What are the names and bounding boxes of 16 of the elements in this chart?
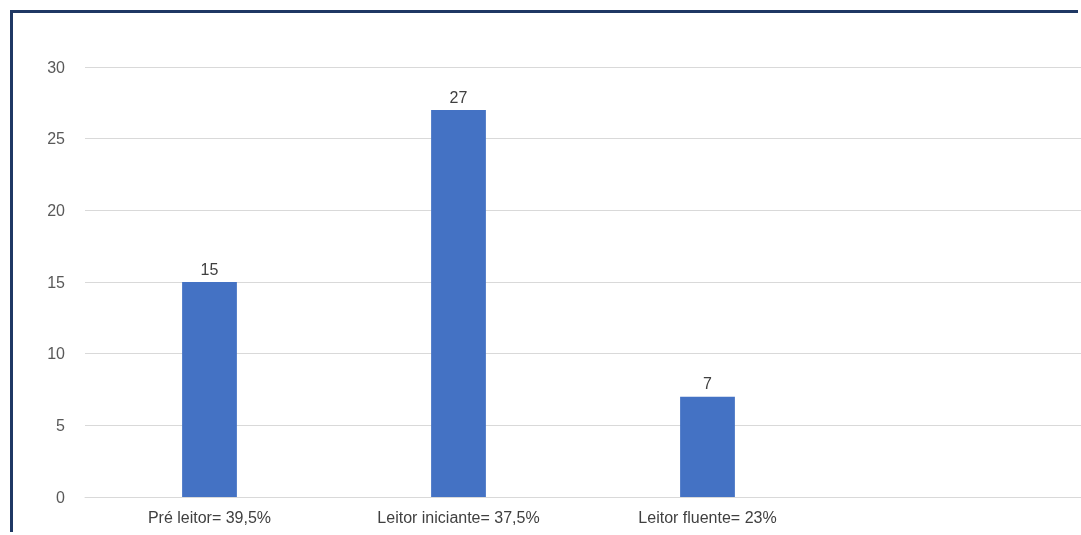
y-tick-label: 0: [56, 488, 66, 506]
data-label: 15: [200, 260, 219, 278]
y-tick-label: 20: [47, 201, 66, 219]
y-tick-label: 5: [56, 416, 66, 434]
bar: [182, 282, 237, 497]
bar: [680, 396, 735, 497]
x-tick-label: Leitor fluente= 23%: [638, 508, 777, 526]
y-tick-label: 15: [47, 273, 66, 291]
bar: [431, 110, 486, 497]
y-tick-label: 10: [47, 345, 66, 363]
x-tick-label: Pré leitor= 39,5%: [147, 508, 272, 526]
y-tick-label: 25: [47, 130, 66, 148]
data-label: 7: [703, 375, 713, 393]
y-tick-label: 30: [47, 58, 66, 76]
x-tick-label: Leitor iniciante= 37,5%: [377, 508, 540, 526]
data-label: 27: [449, 88, 468, 106]
